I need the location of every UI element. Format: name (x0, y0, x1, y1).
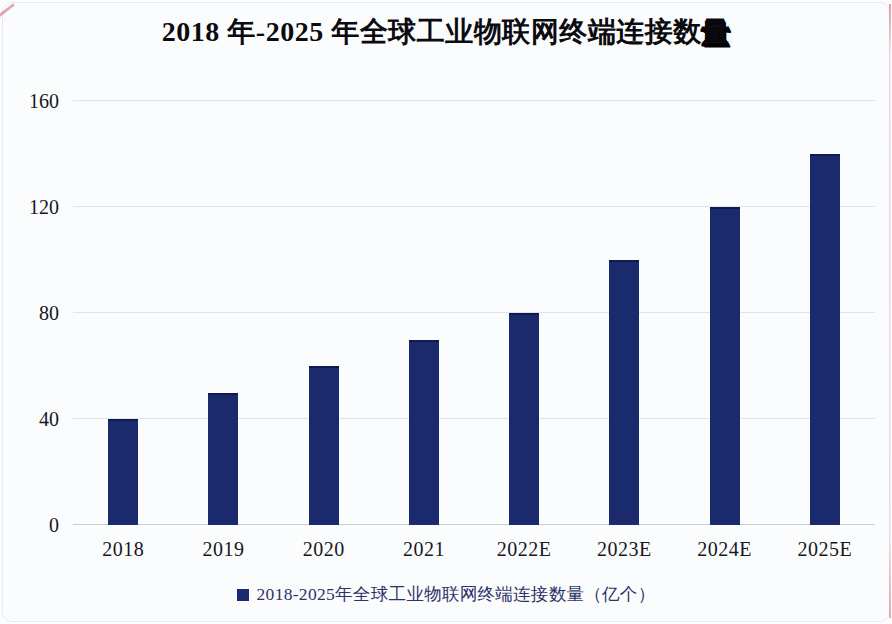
bar-slot (374, 101, 474, 525)
y-axis-tick-label: 120 (7, 197, 59, 217)
bar (710, 207, 740, 525)
x-axis-tick-label: 2025E (775, 538, 875, 561)
bar (108, 419, 138, 525)
bar-slot (675, 101, 775, 525)
x-axis: 20182019202020212022E2023E2024E2025E (73, 538, 875, 561)
bar-slot (173, 101, 273, 525)
x-axis-tick-label: 2019 (173, 538, 273, 561)
x-axis-tick-label: 2022E (474, 538, 574, 561)
crop-mark-right-edge-icon (889, 4, 891, 618)
x-axis-tick-label: 2023E (574, 538, 674, 561)
chart-title-text: 2018 年-2025 年全球工业物联网终端连接数 (162, 16, 702, 47)
y-axis-tick-label: 0 (7, 515, 59, 535)
y-axis-tick-label: 40 (7, 409, 59, 429)
y-axis-tick-label: 160 (7, 91, 59, 111)
chart-title-bold-char: 量 (702, 16, 731, 47)
bar-slot (775, 101, 875, 525)
bar (810, 154, 840, 525)
x-axis-tick-label: 2021 (374, 538, 474, 561)
bar-slot (274, 101, 374, 525)
legend: 2018-2025年全球工业物联网终端连接数量（亿个） (0, 582, 892, 606)
y-axis-tick-label: 80 (7, 303, 59, 323)
bar (409, 340, 439, 526)
chart-title: 2018 年-2025 年全球工业物联网终端连接数量 (0, 13, 892, 51)
bar (609, 260, 639, 525)
bar-slot (474, 101, 574, 525)
bars (73, 101, 875, 525)
x-axis-tick-label: 2024E (675, 538, 775, 561)
legend-marker-icon (237, 589, 249, 601)
bar (509, 313, 539, 525)
chart-page: 2018 年-2025 年全球工业物联网终端连接数量 04080120160 2… (0, 0, 892, 624)
bar-slot (574, 101, 674, 525)
bar (309, 366, 339, 525)
bar-slot (73, 101, 173, 525)
plot-area: 04080120160 (73, 101, 875, 525)
bar (208, 393, 238, 526)
x-axis-tick-label: 2018 (73, 538, 173, 561)
x-axis-tick-label: 2020 (274, 538, 374, 561)
legend-label: 2018-2025年全球工业物联网终端连接数量（亿个） (257, 582, 656, 606)
